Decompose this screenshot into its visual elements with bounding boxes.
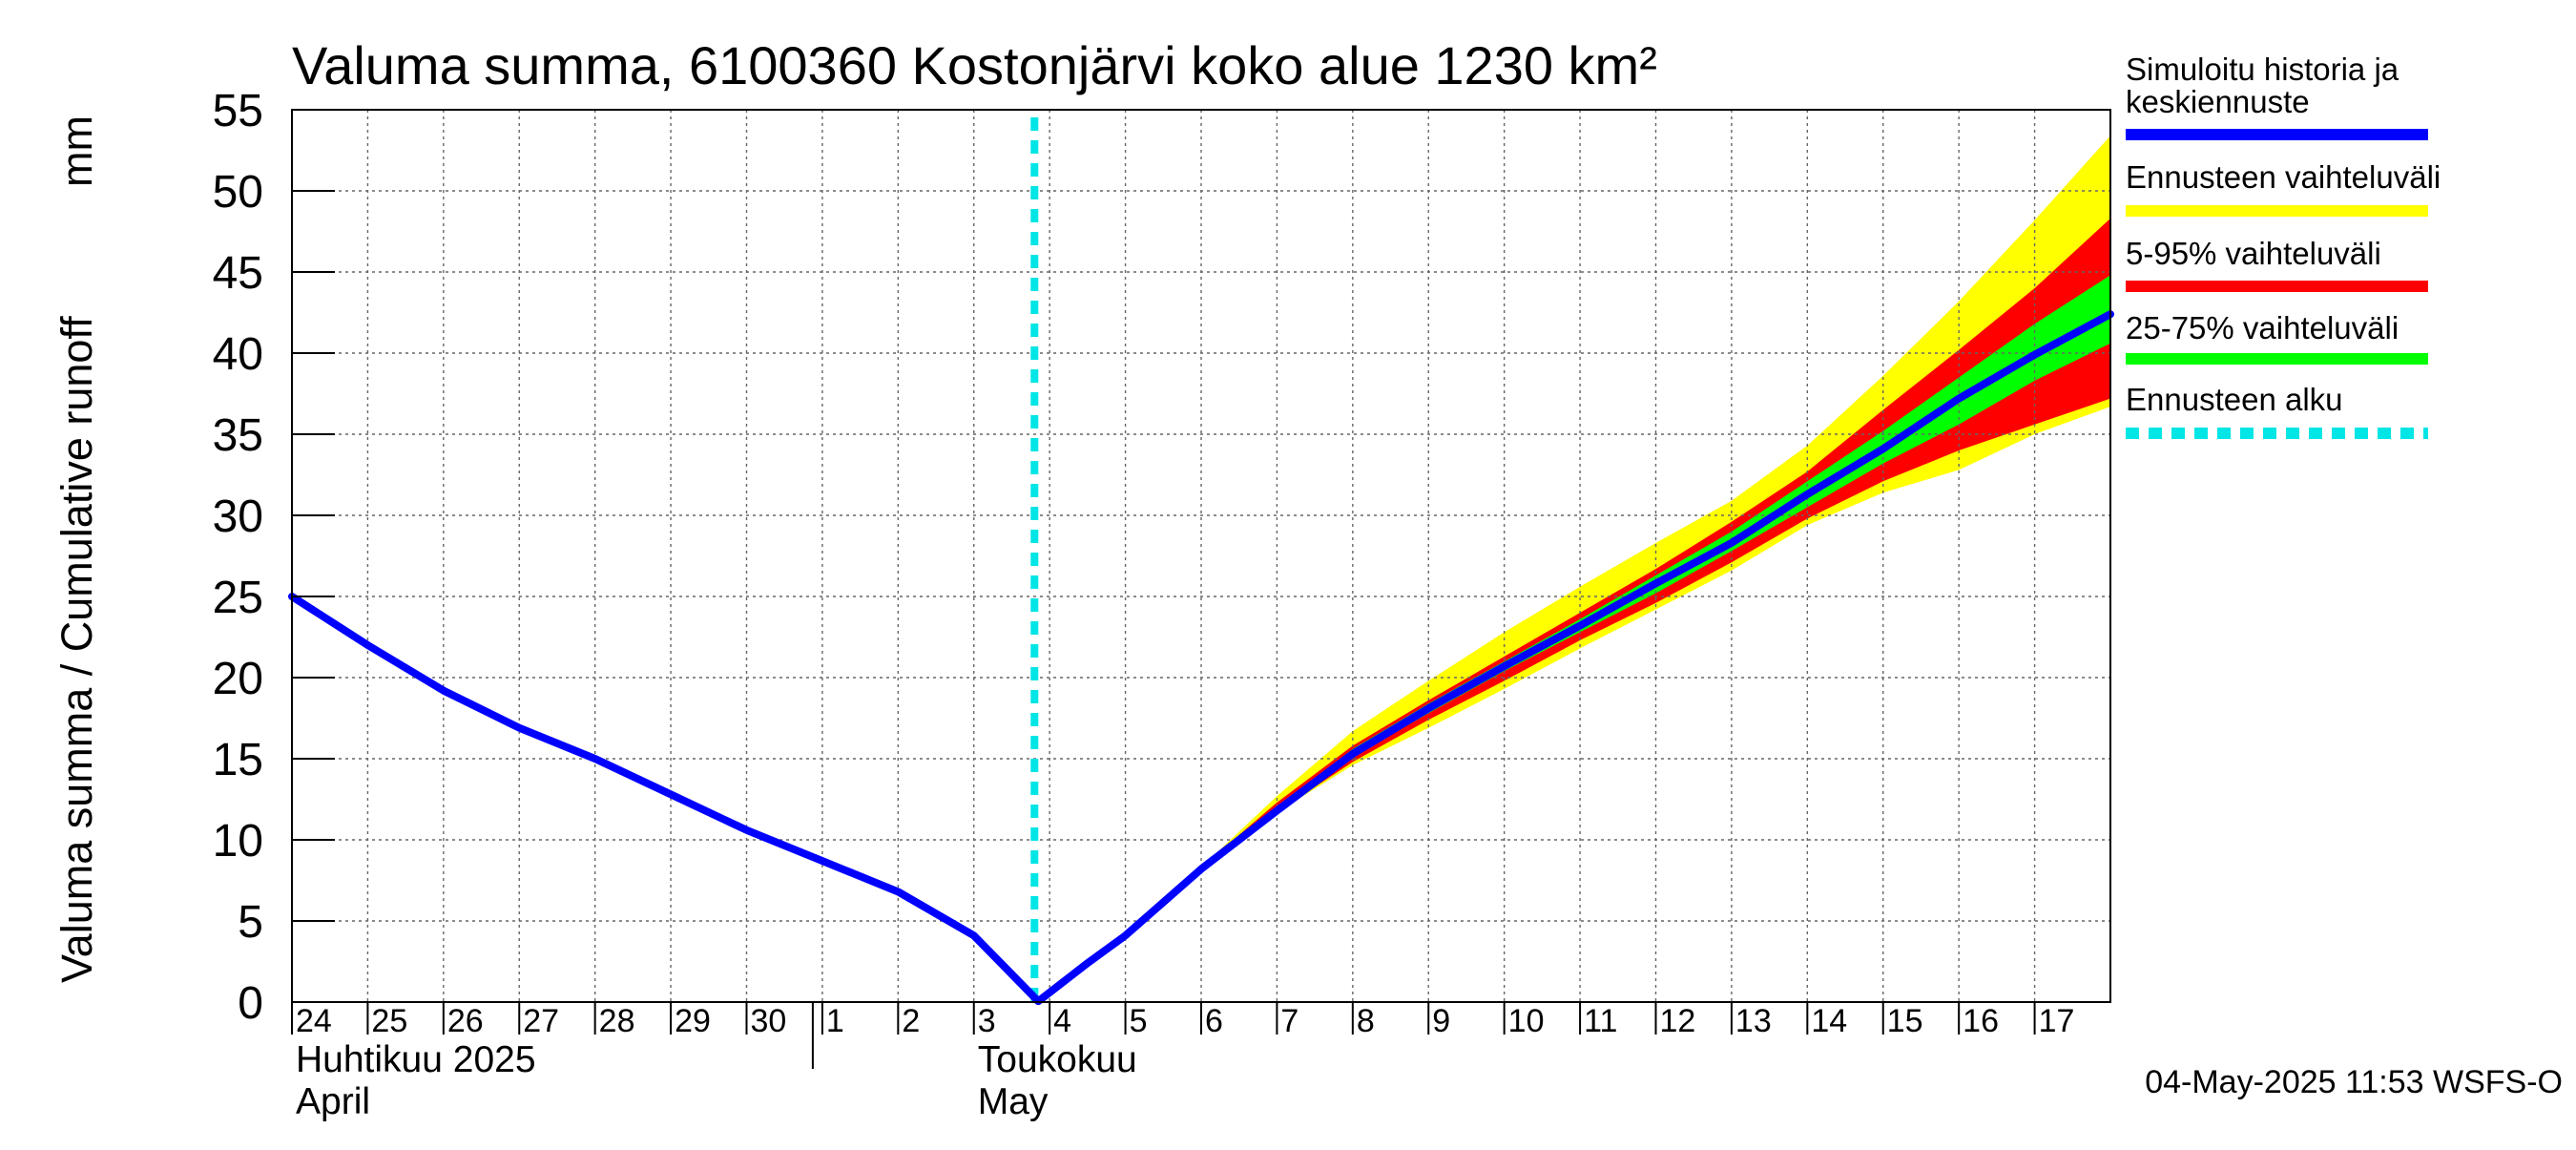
x-tick-label: 28 (599, 1003, 635, 1039)
series-lines (288, 310, 2114, 1006)
x-tick-label: 15 (1887, 1003, 1923, 1039)
x-tick-label: 8 (1357, 1003, 1375, 1039)
x-tick-label: 24 (296, 1003, 332, 1039)
grid-lines (292, 109, 2110, 1002)
legend-label-2: Ennusteen vaihteluväli (2126, 159, 2441, 195)
x-tick-label: 6 (1205, 1003, 1223, 1039)
x-tick-label: 7 (1280, 1003, 1298, 1039)
legend-label-3: 5-95% vaihteluväli (2126, 236, 2381, 271)
x-tick-label: 29 (675, 1003, 711, 1039)
month-label-en: May (978, 1081, 1049, 1122)
series-line-1 (288, 310, 2114, 1006)
x-tick-label: 5 (1130, 1003, 1148, 1039)
x-tick-label: 10 (1508, 1003, 1545, 1039)
x-tick-label: 11 (1584, 1003, 1617, 1039)
x-tick-label: 17 (2039, 1003, 2075, 1039)
band-3 (1201, 275, 2110, 869)
y-tick-label: 15 (213, 735, 263, 785)
x-tick-label: 27 (523, 1003, 559, 1039)
footer-timestamp: 04-May-2025 11:53 WSFS-O (2145, 1064, 2563, 1100)
x-tick-label: 4 (1053, 1003, 1071, 1039)
y-tick-label: 10 (213, 816, 263, 867)
x-tick-label: 16 (1963, 1003, 1999, 1039)
y-tick-label: 55 (213, 86, 263, 136)
x-tick-label: 1 (826, 1003, 844, 1039)
x-tick-label: 26 (447, 1003, 484, 1039)
month-label-fi: Huhtikuu 2025 (296, 1039, 536, 1080)
y-tick-label: 35 (213, 410, 263, 461)
y-axis-label: Valuma summa / Cumulative runoff (52, 316, 101, 983)
y-axis-unit: mm (52, 115, 101, 187)
x-tick-label: 12 (1660, 1003, 1696, 1039)
month-label-en: April (296, 1081, 370, 1122)
y-tick-label: 30 (213, 491, 263, 542)
legend-label-5: Ennusteen alku (2126, 382, 2343, 417)
y-tick-label: 45 (213, 248, 263, 299)
y-tick-label: 0 (238, 978, 263, 1029)
x-tick-label: 13 (1735, 1003, 1772, 1039)
x-tick-label: 25 (371, 1003, 407, 1039)
legend-label-1: keskiennuste (2126, 84, 2310, 119)
x-tick-label: 3 (978, 1003, 996, 1039)
chart-title: Valuma summa, 6100360 Kostonjärvi koko a… (292, 35, 1657, 95)
legend-label-1: Simuloitu historia ja (2126, 52, 2399, 87)
y-tick-label: 5 (238, 897, 263, 948)
legend-label-4: 25-75% vaihteluväli (2126, 310, 2399, 345)
y-tick-label: 20 (213, 654, 263, 704)
y-tick-label: 25 (213, 573, 263, 623)
x-tick-label: 9 (1432, 1003, 1450, 1039)
x-tick-label: 30 (751, 1003, 787, 1039)
x-tick-label: 2 (902, 1003, 920, 1039)
month-label-fi: Toukokuu (978, 1039, 1137, 1080)
y-tick-label: 40 (213, 329, 263, 380)
y-tick-label: 50 (213, 167, 263, 218)
x-tick-label: 14 (1811, 1003, 1847, 1039)
